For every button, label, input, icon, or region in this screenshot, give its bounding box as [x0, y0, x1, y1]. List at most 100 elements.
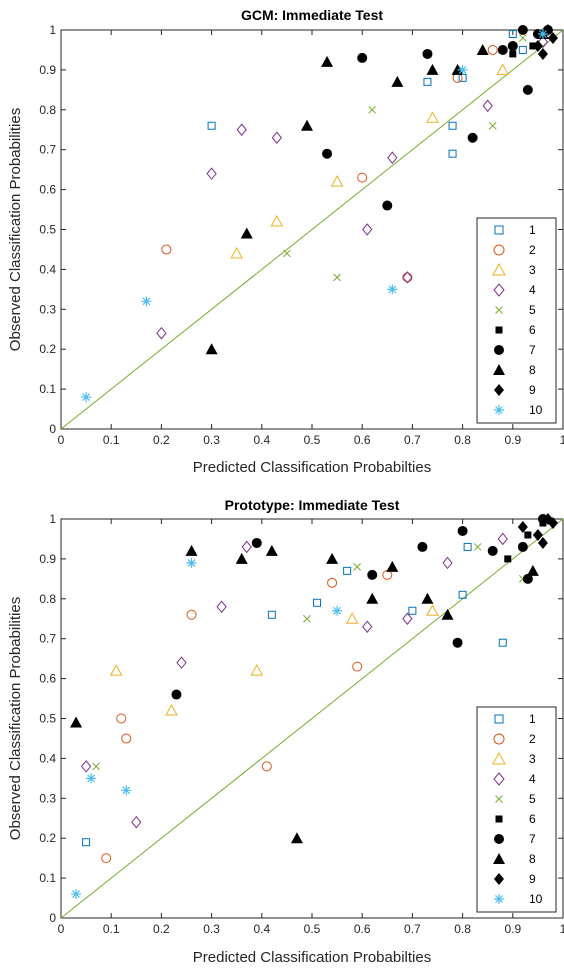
y-tick-label: 0.5: [39, 223, 56, 237]
marker-filled-triangle: [300, 119, 313, 131]
marker-diamond: [241, 540, 252, 554]
marker-x: [495, 306, 503, 314]
marker-filled-triangle: [493, 364, 505, 375]
marker-square: [463, 542, 472, 551]
legend-entry: 7: [494, 343, 536, 357]
marker-filled-circle: [507, 40, 518, 51]
marker-filled-triangle: [205, 343, 218, 355]
marker-circle: [101, 853, 112, 864]
marker-asterisk: [81, 392, 92, 403]
marker-filled-circle: [517, 25, 528, 35]
marker-circle: [487, 44, 498, 55]
chart-panel-2: 0 0.1 0.2 0.3 0.4 0.5 0.6 0.7 0.8 0.9 100.10.20.30…: [7, 497, 564, 966]
marker-diamond: [493, 283, 505, 297]
marker-filled-triangle: [321, 55, 334, 67]
marker-diamond: [362, 620, 373, 634]
marker-square: [498, 638, 507, 647]
legend-label: 1: [529, 223, 536, 237]
marker-filled-circle: [417, 541, 428, 552]
marker-square: [458, 590, 467, 599]
marker-filled-triangle: [526, 564, 539, 576]
marker-triangle: [250, 664, 264, 676]
legend-label: 9: [529, 383, 536, 397]
marker-diamond: [216, 600, 227, 614]
legend-label: 2: [529, 732, 536, 746]
marker-filled-triangle: [326, 552, 339, 564]
x-tick-label: 0: [58, 433, 65, 447]
legend: 1 2 3 4 5 6 7 8 9 10: [476, 217, 557, 424]
marker-filled-triangle: [426, 63, 439, 75]
marker-x: [353, 563, 362, 571]
marker-square: [508, 29, 517, 38]
legend-entry: 7: [494, 832, 536, 846]
marker-filled-square: [504, 555, 512, 563]
marker-circle: [493, 733, 505, 745]
marker-x: [518, 34, 527, 42]
series-8: [70, 544, 539, 844]
marker-filled-diamond: [494, 873, 504, 885]
marker-filled-circle: [487, 545, 498, 556]
series-1: [82, 542, 507, 847]
marker-filled-circle: [467, 132, 478, 143]
legend-label: 5: [529, 792, 536, 806]
marker-filled-circle: [382, 200, 393, 211]
marker-x: [333, 273, 341, 282]
marker-x: [283, 249, 291, 258]
marker-filled-circle: [171, 689, 182, 700]
x-axis-label: Predicted Classification Probabilties: [193, 459, 431, 476]
x-tick-label: 0.2: [153, 922, 170, 936]
legend-entry: 5: [495, 792, 536, 806]
marker-asterisk: [141, 296, 152, 307]
marker-circle: [352, 661, 363, 672]
legend-label: 7: [529, 832, 536, 846]
identity-line: [60, 518, 564, 919]
legend-label: 3: [529, 752, 536, 766]
legend-entry: 9: [494, 383, 536, 397]
series-9: [517, 513, 558, 549]
x-tick-label: 0.9: [504, 433, 521, 447]
x-tick-label: 0.6: [354, 922, 371, 936]
marker-circle: [186, 609, 197, 620]
x-tick-label: 0.8: [454, 922, 471, 936]
series-2: [101, 569, 393, 864]
marker-filled-diamond: [532, 528, 543, 541]
marker-circle: [493, 244, 505, 256]
legend-entry: 6: [495, 812, 536, 826]
marker-circle: [357, 172, 368, 183]
legend-label: 2: [529, 243, 536, 257]
marker-asterisk: [494, 894, 504, 904]
legend-label: 8: [529, 852, 536, 866]
marker-filled-triangle: [290, 832, 303, 844]
marker-triangle: [426, 604, 439, 616]
marker-square: [448, 149, 457, 158]
legend-label: 8: [529, 363, 536, 377]
legend-label: 3: [529, 263, 536, 277]
marker-diamond: [387, 151, 398, 164]
marker-filled-circle: [251, 537, 262, 548]
marker-circle: [116, 713, 127, 724]
marker-filled-square: [509, 50, 517, 58]
marker-diamond: [362, 223, 373, 236]
marker-triangle: [230, 246, 244, 259]
marker-filled-triangle: [235, 552, 248, 564]
y-tick-label: 0.8: [39, 103, 56, 117]
legend-entry: 8: [493, 852, 536, 866]
marker-filled-circle: [522, 84, 533, 95]
y-tick-label: 0.9: [39, 63, 56, 77]
marker-diamond: [206, 167, 217, 180]
x-tick-label: 0: [58, 922, 65, 936]
marker-square: [448, 121, 457, 130]
marker-filled-circle: [494, 345, 504, 355]
marker-diamond: [402, 612, 413, 626]
marker-filled-circle: [452, 637, 463, 648]
marker-filled-diamond: [517, 520, 528, 533]
series-9: [532, 24, 558, 60]
marker-filled-circle: [497, 44, 508, 55]
series-10: [81, 28, 548, 403]
marker-filled-square: [529, 42, 537, 50]
marker-diamond: [537, 35, 549, 49]
marker-triangle: [109, 664, 123, 676]
marker-x: [303, 614, 311, 623]
y-tick-label: 0.6: [39, 183, 56, 197]
x-tick-label: 0.9: [504, 922, 521, 936]
